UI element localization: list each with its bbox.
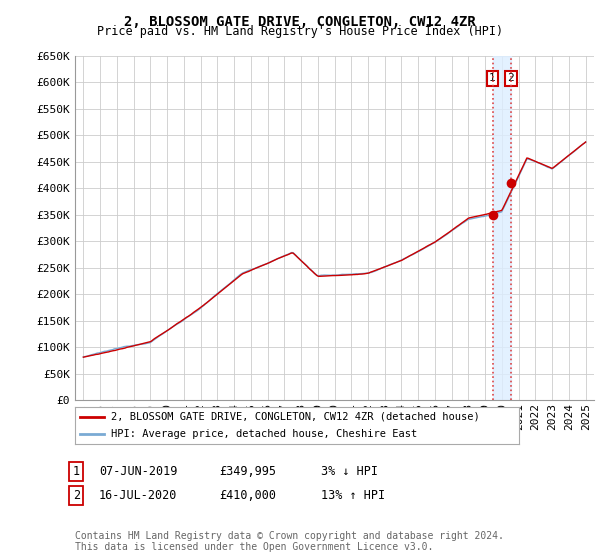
Text: £410,000: £410,000 bbox=[219, 489, 276, 502]
Text: 13% ↑ HPI: 13% ↑ HPI bbox=[321, 489, 385, 502]
Text: 3% ↓ HPI: 3% ↓ HPI bbox=[321, 465, 378, 478]
Text: 2, BLOSSOM GATE DRIVE, CONGLETON, CW12 4ZR: 2, BLOSSOM GATE DRIVE, CONGLETON, CW12 4… bbox=[124, 15, 476, 29]
Text: 2: 2 bbox=[73, 489, 80, 502]
Text: Price paid vs. HM Land Registry's House Price Index (HPI): Price paid vs. HM Land Registry's House … bbox=[97, 25, 503, 38]
Text: HPI: Average price, detached house, Cheshire East: HPI: Average price, detached house, Ches… bbox=[110, 428, 417, 438]
Text: 1: 1 bbox=[489, 73, 496, 83]
Text: Contains HM Land Registry data © Crown copyright and database right 2024.
This d: Contains HM Land Registry data © Crown c… bbox=[75, 531, 504, 553]
Bar bbox=[493, 56, 511, 400]
Text: £349,995: £349,995 bbox=[219, 465, 276, 478]
Text: 2: 2 bbox=[508, 73, 514, 83]
Text: 16-JUL-2020: 16-JUL-2020 bbox=[99, 489, 178, 502]
Text: 2, BLOSSOM GATE DRIVE, CONGLETON, CW12 4ZR (detached house): 2, BLOSSOM GATE DRIVE, CONGLETON, CW12 4… bbox=[110, 412, 479, 422]
Text: 1: 1 bbox=[73, 465, 80, 478]
Text: 07-JUN-2019: 07-JUN-2019 bbox=[99, 465, 178, 478]
